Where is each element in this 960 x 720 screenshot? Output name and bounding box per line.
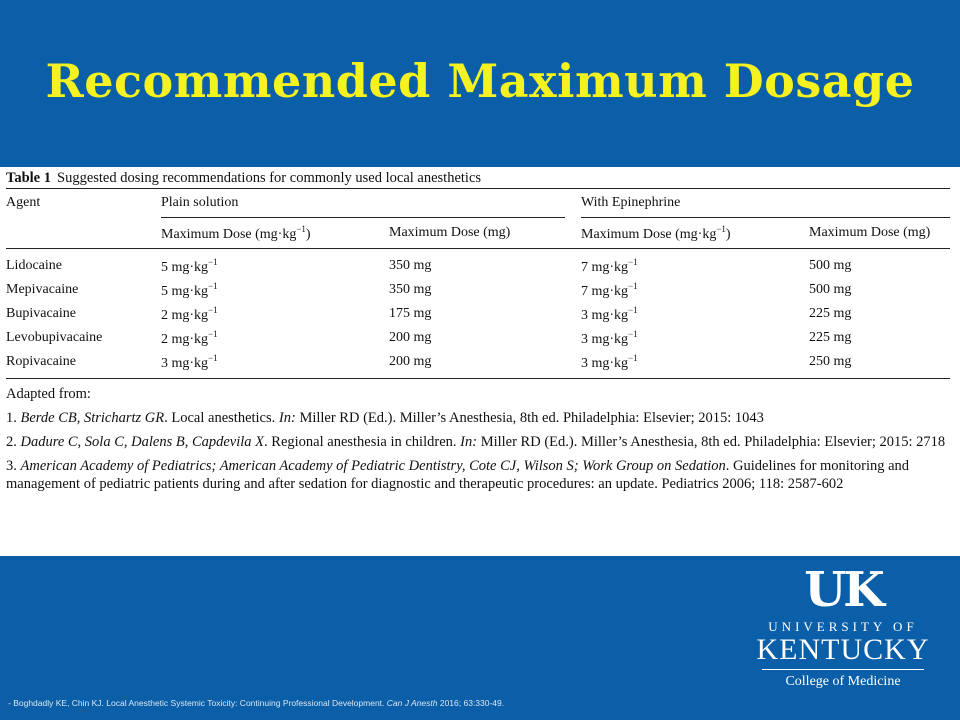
cell-plain-dose-kg: 5 mg·kg−1: [161, 256, 218, 275]
cell-plain-dose-kg: 2 mg·kg−1: [161, 304, 218, 323]
cell-agent: Levobupivacaine: [6, 330, 103, 345]
table-caption-label: Table 1: [6, 170, 51, 186]
cell-epi-dose-kg: 3 mg·kg−1: [581, 328, 638, 347]
uk-logo-kentucky: KENTUCKY: [756, 633, 930, 666]
table-header-row-1: Agent Plain solution With Epinephrine: [6, 189, 951, 218]
cell-agent: Ropivacaine: [6, 350, 161, 379]
cell-plain-dose-mg: 200 mg: [389, 330, 432, 345]
uk-logo-mark: UK: [804, 562, 885, 618]
header-plain-dose-kg: Maximum Dose (mg·kg−1): [161, 217, 389, 249]
cell-agent: Lidocaine: [6, 258, 62, 273]
cell-epi-dose-kg: 7 mg·kg−1: [581, 256, 638, 275]
table-row: Lidocaine 5 mg·kg−1 350 mg 7 mg·kg−1 500 mg: [6, 249, 950, 279]
dosing-table: Agent Plain solution With Epinephrine Ma…: [6, 189, 951, 379]
cell-plain-dose-mg: 175 mg: [389, 306, 432, 321]
cell-epi-dose-kg: 7 mg·kg−1: [581, 280, 638, 299]
cell-agent: Bupivacaine: [6, 306, 76, 321]
cell-epi-dose-kg: 3 mg·kg−1: [581, 350, 809, 379]
reference-3: 3. American Academy of Pediatrics; Ameri…: [6, 458, 910, 492]
table-caption: Table 1 Suggested dosing recommendations …: [6, 170, 950, 188]
cell-plain-dose-kg: 5 mg·kg−1: [161, 280, 218, 299]
header-agent: Agent: [6, 195, 41, 211]
table-row: Bupivacaine 2 mg·kg−1 175 mg 3 mg·kg−1 225 m…: [6, 302, 950, 326]
table-header-row-2: Maximum Dose (mg·kg−1) Maximum Dose (mg)…: [6, 217, 951, 249]
reference-1: 1. Berde CB, Strichartz GR. Local anesth…: [6, 410, 764, 426]
header-plain-dose-mg: Maximum Dose (mg): [389, 217, 565, 249]
cell-epi-dose-mg: 250 mg: [809, 350, 951, 379]
header-with-epinephrine: With Epinephrine: [581, 189, 951, 218]
cell-plain-dose-mg: 350 mg: [389, 258, 432, 273]
table-notes: Adapted from: 1. Berde CB, Strichartz GR…: [6, 385, 950, 493]
cell-epi-dose-mg: 225 mg: [809, 330, 852, 345]
cell-plain-dose-mg: 200 mg: [389, 350, 565, 379]
cell-epi-dose-mg: 500 mg: [809, 282, 852, 297]
slide-title: Recommended Maximum Dosage: [45, 54, 915, 108]
uk-logo-university-of: UNIVERSITY OF: [768, 619, 918, 634]
cell-plain-dose-kg: 3 mg·kg−1: [161, 350, 389, 379]
table-row: Levobupivacaine 2 mg·kg−1 200 mg 3 mg·kg−1 2…: [6, 326, 950, 350]
reference-2: 2. Dadure C, Sola C, Dalens B, Capdevila…: [6, 434, 946, 450]
table-row: Mepivacaine 5 mg·kg−1 350 mg 7 mg·kg−1 500 m…: [6, 278, 950, 302]
cell-plain-dose-mg: 350 mg: [389, 282, 432, 297]
footer-reference: - Boghdadly KE, Chin KJ. Local Anestheti…: [8, 698, 505, 708]
uk-logo-college-of-medicine: College of Medicine: [762, 669, 924, 690]
cell-plain-dose-kg: 2 mg·kg−1: [161, 328, 218, 347]
cell-agent: Mepivacaine: [6, 282, 79, 297]
dosing-table-image: Table 1 Suggested dosing recommendations …: [0, 167, 960, 556]
cell-epi-dose-kg: 3 mg·kg−1: [581, 304, 638, 323]
table-top-rule: [6, 188, 950, 189]
university-of-kentucky-logo: UK UNIVERSITY OF KENTUCKY College of Med…: [748, 562, 938, 690]
table-body: Lidocaine 5 mg·kg−1 350 mg 7 mg·kg−1 500 mg M…: [6, 249, 951, 379]
table-caption-text: Suggested dosing recommendations for com…: [57, 170, 482, 186]
header-plain-solution: Plain solution: [161, 189, 565, 218]
table-row: Ropivacaine 3 mg·kg−1 200 mg 3 mg·kg−1 250 m…: [6, 350, 951, 379]
header-epi-dose-mg: Maximum Dose (mg): [809, 217, 951, 249]
cell-epi-dose-mg: 225 mg: [809, 306, 852, 321]
header-epi-dose-kg: Maximum Dose (mg·kg−1): [581, 217, 809, 249]
adapted-from: Adapted from:: [6, 386, 91, 402]
cell-epi-dose-mg: 500 mg: [809, 258, 852, 273]
